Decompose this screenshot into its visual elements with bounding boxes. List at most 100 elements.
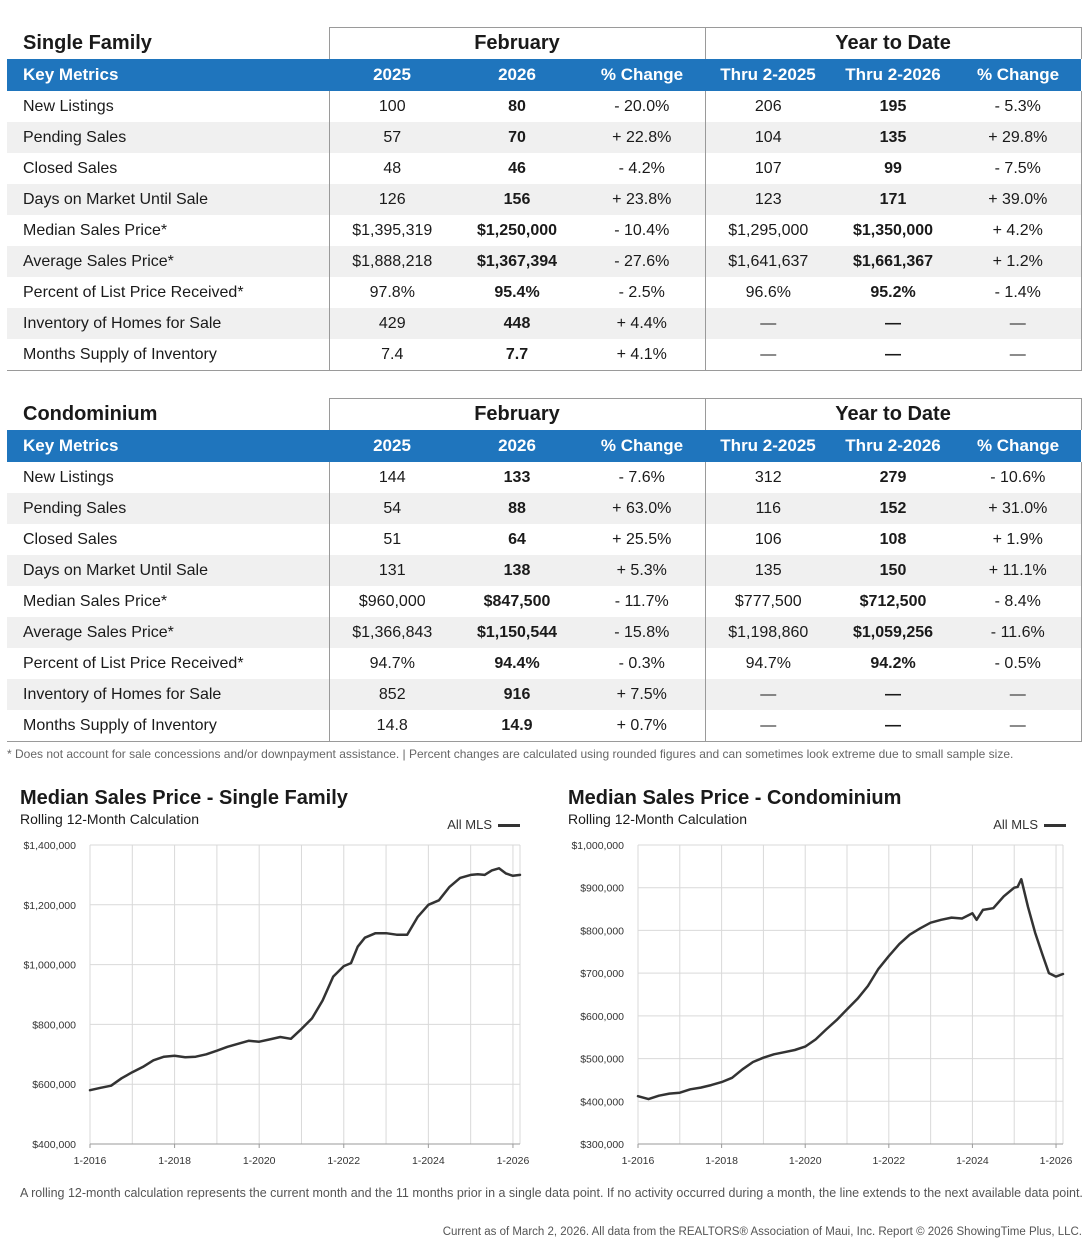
metric-value: + 22.8% xyxy=(579,122,706,153)
metric-value: 156 xyxy=(455,184,579,215)
column-header: % Change xyxy=(579,59,706,91)
metric-value: 46 xyxy=(508,159,526,177)
metric-value: $847,500 xyxy=(483,592,551,610)
metric-value: + 5.3% xyxy=(579,555,706,586)
chart-svg: $300,000 $400,000 $500,000 $600,000 $700,000… xyxy=(571,840,1072,1167)
group-header-ytd: Year to Date xyxy=(704,27,1082,59)
y-tick-label: $300,000 xyxy=(580,1139,624,1151)
group-header-ytd: Year to Date xyxy=(704,398,1082,430)
metric-value: — xyxy=(704,710,832,742)
metric-value: — xyxy=(704,679,832,710)
table-row: Closed Sales 48 46 - 4.2% 107 99 - 7.5% xyxy=(7,153,1082,184)
metric-value: — xyxy=(831,339,956,371)
metric-value: - 15.8% xyxy=(579,617,706,648)
metric-value: $1,295,000 xyxy=(704,215,832,246)
metric-value: + 1.2% xyxy=(955,246,1082,277)
current-note: Current as of March 2, 2026. All data fr… xyxy=(442,1226,1082,1238)
condominium-table: Condominium February Year to Date Key Me… xyxy=(7,398,1082,742)
rows: New Listings 144 133- 7.6% 312 279- 10.6% Pen… xyxy=(7,462,1082,742)
x-tick-label: 1-2020 xyxy=(243,1155,276,1167)
column-header: 2026 xyxy=(455,59,579,91)
metric-value: - 20.0% xyxy=(614,97,670,115)
condominium-section: Condominium February Year to Date Key Me… xyxy=(7,398,1082,742)
rows: New Listings 100 80- 20.0% 206 195- 5.3% Pend… xyxy=(7,91,1082,371)
metric-value: 916 xyxy=(455,679,579,710)
metric-value: 279 xyxy=(879,468,907,486)
metric-value: + 39.0% xyxy=(955,184,1082,215)
metric-value: 94.4% xyxy=(494,654,540,672)
y-tick-label: $500,000 xyxy=(580,1054,624,1066)
chart-subtitle: Rolling 12-Month Calculation xyxy=(568,811,747,827)
metric-value: 99 xyxy=(884,159,902,177)
metric-value: + 1.9% xyxy=(955,524,1082,555)
metric-value: - 0.5% xyxy=(955,648,1082,679)
metric-label: Inventory of Homes for Sale xyxy=(7,679,330,710)
metric-value: - 11.7% xyxy=(614,592,669,610)
y-tick-label: $1,000,000 xyxy=(23,960,76,972)
metric-value: 14.8 xyxy=(329,710,455,742)
metric-value: 131 xyxy=(329,555,455,586)
metric-value: 123 xyxy=(704,184,832,215)
metric-value: 312 xyxy=(704,462,832,493)
metric-value: — xyxy=(955,339,1082,371)
metric-value: - 7.6% xyxy=(618,468,665,486)
metric-value: + 4.2% xyxy=(955,215,1082,246)
x-tick-label: 1-2026 xyxy=(497,1155,530,1167)
metric-value: — xyxy=(704,339,832,371)
column-header: Key Metrics xyxy=(7,430,329,462)
column-header: 2025 xyxy=(329,430,455,462)
chart-single-family: Median Sales Price - Single Family Rolli… xyxy=(20,787,540,1177)
metric-value: 70 xyxy=(455,122,579,153)
table-row: Percent of List Price Received* 94.7% 94.4… xyxy=(7,648,1082,679)
metric-label: Median Sales Price* xyxy=(7,586,330,617)
column-header: Thru 2-2026 xyxy=(831,59,956,91)
metric-value: 96.6% xyxy=(704,277,832,308)
metric-value: $1,367,394 xyxy=(455,246,579,277)
metric-value: — xyxy=(831,710,956,742)
metric-value: 64 xyxy=(508,530,526,548)
metric-value: $1,350,000 xyxy=(852,221,934,239)
metric-label: Pending Sales xyxy=(7,493,330,524)
category-title: Condominium xyxy=(23,402,158,425)
metric-value: + 29.8% xyxy=(955,122,1082,153)
metric-value: - 10.6% xyxy=(955,462,1082,493)
x-tick-label: 1-2016 xyxy=(622,1155,655,1167)
metric-label: Days on Market Until Sale xyxy=(7,184,330,215)
chart-legend: All MLS xyxy=(447,817,520,832)
metric-label: Inventory of Homes for Sale xyxy=(7,308,330,339)
x-tick-label: 1-2022 xyxy=(872,1155,905,1167)
metric-value: - 1.4% xyxy=(955,277,1082,308)
table-row: Percent of List Price Received* 97.8% 95.4… xyxy=(7,277,1082,308)
column-header: 2026 xyxy=(455,430,579,462)
metric-value: 133 xyxy=(503,468,531,486)
metric-value: — xyxy=(955,679,1082,710)
metric-value: 14.9 xyxy=(455,710,579,742)
table-row: Days on Market Until Sale 131 138 + 5.3% 135… xyxy=(7,555,1082,586)
metric-value: 107 xyxy=(704,153,832,184)
metric-value: 144 xyxy=(378,468,406,486)
metric-value: 57 xyxy=(329,122,455,153)
table-row: New Listings 100 80 - 20.0% 206 195 - 5.3% xyxy=(7,91,1082,122)
table-row: New Listings 144 133 - 7.6% 312 279 - 10.6% xyxy=(7,462,1082,493)
group-header-month: February xyxy=(328,27,706,59)
series-line xyxy=(636,877,1065,1101)
column-header: % Change xyxy=(955,430,1082,462)
metric-label: Closed Sales xyxy=(7,524,330,555)
metric-value: 54 xyxy=(329,493,455,524)
table-row: Inventory of Homes for Sale 429 448 + 4.4% —… xyxy=(7,308,1082,339)
metric-value: — xyxy=(704,308,832,339)
y-tick-label: $600,000 xyxy=(32,1079,76,1091)
legend-label: All MLS xyxy=(993,817,1038,832)
header-row: Key Metrics 2025 2026 % Change Thru 2-20… xyxy=(7,59,1082,91)
column-header: 2025 xyxy=(329,59,455,91)
y-tick-label: $800,000 xyxy=(580,925,624,937)
metric-value: 171 xyxy=(831,184,956,215)
metric-value: 100 xyxy=(378,97,406,115)
metric-value: - 4.2% xyxy=(618,159,665,177)
metric-value: - 10.4% xyxy=(614,221,670,239)
metric-value: $777,500 xyxy=(704,586,832,617)
table-row: Average Sales Price* $1,888,218 $1,367,394… xyxy=(7,246,1082,277)
metric-value: 51 xyxy=(383,530,402,548)
column-header: Key Metrics xyxy=(7,59,329,91)
column-header: % Change xyxy=(579,430,706,462)
